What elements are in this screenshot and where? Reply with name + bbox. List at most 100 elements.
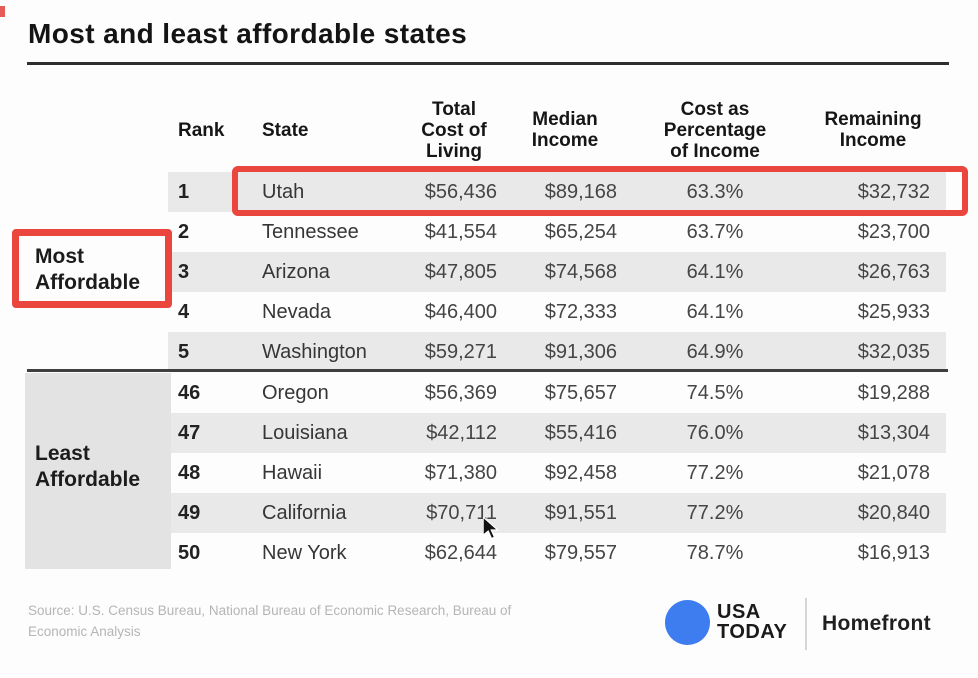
cell-median-income: $91,551 <box>544 501 617 524</box>
column-header-label: Median Income <box>531 109 599 151</box>
cell-median-income: $75,657 <box>544 381 617 404</box>
cell-cost-percentage: 76.0% <box>686 421 744 444</box>
cell-state: Louisiana <box>262 421 348 444</box>
cell-cost-percentage: 77.2% <box>686 501 744 524</box>
highlight-box-utah-row <box>232 166 968 216</box>
source-line: Source: U.S. Census Bureau, National Bur… <box>28 603 512 618</box>
homefront-wordmark: Homefront <box>822 612 931 635</box>
cell-state: Arizona <box>262 260 330 283</box>
source-attribution: Source: U.S. Census Bureau, National Bur… <box>28 600 511 642</box>
cell-rank: 46 <box>178 381 201 404</box>
cell-state: California <box>262 501 347 524</box>
cell-remaining-income: $32,732 <box>857 180 930 203</box>
column-header-remaining-income: Remaining Income <box>800 109 946 151</box>
table-row-louisiana: 47 Louisiana $42,112 $55,416 76.0% $13,3… <box>168 413 946 453</box>
column-header-rank: Rank <box>168 120 258 141</box>
cell-state: Tennessee <box>262 220 359 243</box>
label-line: Affordable <box>35 468 140 491</box>
cell-remaining-income: $21,078 <box>857 461 930 484</box>
cell-cost-percentage: 63.7% <box>686 220 744 243</box>
cell-cost-percentage: 64.9% <box>686 340 744 363</box>
cell-remaining-income: $26,763 <box>857 260 930 283</box>
wordmark-line: USA <box>717 601 761 623</box>
column-header-label: State <box>262 119 309 141</box>
cell-total-cost: $71,380 <box>424 461 497 484</box>
cell-remaining-income: $19,288 <box>857 381 930 404</box>
cell-state: Nevada <box>262 300 331 323</box>
cell-rank: 2 <box>178 220 190 243</box>
cell-total-cost: $46,400 <box>424 300 497 323</box>
cell-median-income: $72,333 <box>544 300 617 323</box>
cell-cost-percentage: 64.1% <box>686 300 744 323</box>
cell-total-cost: $56,369 <box>424 381 497 404</box>
table-row-utah: 1 Utah $56,436 $89,168 63.3% $32,732 <box>168 172 946 212</box>
label-line: Least <box>35 442 90 465</box>
cell-total-cost: $59,271 <box>424 340 497 363</box>
cell-remaining-income: $20,840 <box>857 501 930 524</box>
least-affordable-callout: Least Affordable <box>25 373 171 569</box>
cell-state: Hawaii <box>262 461 323 484</box>
cell-cost-percentage: 74.5% <box>686 381 744 404</box>
table-row-nevada: 4 Nevada $46,400 $72,333 64.1% $25,933 <box>168 292 946 332</box>
table-row-hawaii: 48 Hawaii $71,380 $92,458 77.2% $21,078 <box>168 453 946 493</box>
cell-median-income: $79,557 <box>544 541 617 564</box>
wordmark-line: TODAY <box>717 621 788 643</box>
cell-state: Utah <box>262 180 305 203</box>
brand-divider <box>805 598 807 650</box>
cell-cost-percentage: 63.3% <box>686 180 744 203</box>
cell-total-cost: $70,711 <box>426 501 497 524</box>
cell-median-income: $89,168 <box>544 180 617 203</box>
cell-state: Oregon <box>262 381 329 404</box>
group-divider-line <box>27 369 948 372</box>
cell-total-cost: $41,554 <box>424 220 497 243</box>
column-header-label: Rank <box>178 119 225 141</box>
cell-median-income: $91,306 <box>544 340 617 363</box>
cell-median-income: $55,416 <box>544 421 617 444</box>
cell-rank: 4 <box>178 300 190 323</box>
cell-median-income: $74,568 <box>544 260 617 283</box>
column-header-cost-percentage: Cost as Percentage of Income <box>630 99 800 162</box>
table-header-row: Rank State Total Cost of Living Median I… <box>168 88 946 172</box>
title-underline <box>27 62 949 65</box>
label-line: Affordable <box>35 271 140 294</box>
cell-total-cost: $42,112 <box>426 421 497 444</box>
cell-total-cost: $47,805 <box>424 260 497 283</box>
cell-remaining-income: $23,700 <box>857 220 930 243</box>
cell-remaining-income: $25,933 <box>857 300 930 323</box>
usa-today-logo-icon <box>665 600 710 645</box>
corner-red-mark <box>0 6 5 17</box>
page-title: Most and least affordable states <box>28 18 468 49</box>
cell-cost-percentage: 78.7% <box>686 541 744 564</box>
most-affordable-callout: Most Affordable <box>12 229 172 308</box>
table-row-arizona: 3 Arizona $47,805 $74,568 64.1% $26,763 <box>168 252 946 292</box>
table-row-washington: 5 Washington $59,271 $91,306 64.9% $32,0… <box>168 332 946 372</box>
cell-median-income: $65,254 <box>544 220 617 243</box>
column-header-label: Cost as Percentage of Income <box>663 98 767 162</box>
cell-total-cost: $62,644 <box>424 541 497 564</box>
column-header-state: State <box>258 120 408 141</box>
table-row-new-york: 50 New York $62,644 $79,557 78.7% $16,91… <box>168 533 946 573</box>
cell-rank: 50 <box>178 541 201 564</box>
cell-rank: 47 <box>178 421 201 444</box>
table-row-tennessee: 2 Tennessee $41,554 $65,254 63.7% $23,70… <box>168 212 946 252</box>
table-row-oregon: 46 Oregon $56,369 $75,657 74.5% $19,288 <box>168 373 946 413</box>
cell-cost-percentage: 77.2% <box>686 461 744 484</box>
column-header-label: Total Cost of Living <box>421 98 487 162</box>
column-header-total-cost: Total Cost of Living <box>408 99 500 162</box>
cell-median-income: $92,458 <box>544 461 617 484</box>
cell-total-cost: $56,436 <box>424 180 497 203</box>
cell-rank: 48 <box>178 461 201 484</box>
least-affordable-label: Least Affordable <box>35 441 140 493</box>
table-row-california: 49 California $70,711 $91,551 77.2% $20,… <box>168 493 946 533</box>
usa-today-wordmark: USA TODAY <box>717 602 787 642</box>
source-line: Economic Analysis <box>28 624 141 639</box>
column-header-label: Remaining Income <box>824 109 922 151</box>
cell-remaining-income: $13,304 <box>857 421 930 444</box>
cell-remaining-income: $32,035 <box>857 340 930 363</box>
cell-rank: 3 <box>178 260 190 283</box>
cell-rank: 1 <box>178 180 190 203</box>
cell-state: New York <box>262 541 347 564</box>
cell-cost-percentage: 64.1% <box>686 260 744 283</box>
column-header-median-income: Median Income <box>500 109 630 151</box>
